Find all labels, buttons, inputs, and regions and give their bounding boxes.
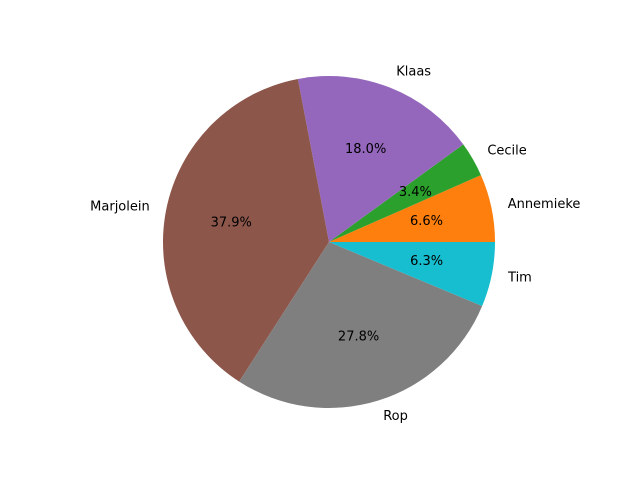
pie-slice-marjolein — [162, 78, 329, 382]
slice-percent-marjolein: 37.9% — [211, 216, 252, 231]
slice-label-tim: Tim — [507, 270, 532, 285]
pie-slice-annemieke — [329, 175, 495, 242]
slice-percent-klaas: 18.0% — [345, 142, 386, 157]
slice-percent-tim: 6.3% — [410, 254, 443, 269]
slice-label-rop: Rop — [383, 409, 408, 424]
pie-slice-rop — [239, 242, 483, 408]
slice-percent-annemieke: 6.6% — [410, 214, 443, 229]
pie-slices — [162, 76, 495, 408]
pie-slice-cecile — [329, 144, 481, 242]
pie-labels: Annemieke Cecile Klaas Marjolein Rop Tim — [90, 65, 580, 424]
pie-slice-tim — [329, 242, 495, 307]
pie-percent-labels: 6.6% 3.4% 18.0% 37.9% 27.8% 6.3% — [211, 142, 444, 345]
slice-label-annemieke: Annemieke — [508, 197, 581, 212]
pie-slice-klaas — [297, 76, 464, 243]
slice-label-cecile: Cecile — [487, 144, 526, 159]
slice-label-marjolein: Marjolein — [90, 200, 150, 215]
slice-percent-rop: 27.8% — [338, 330, 379, 345]
slice-label-klaas: Klaas — [396, 65, 431, 80]
slice-percent-cecile: 3.4% — [399, 185, 432, 200]
